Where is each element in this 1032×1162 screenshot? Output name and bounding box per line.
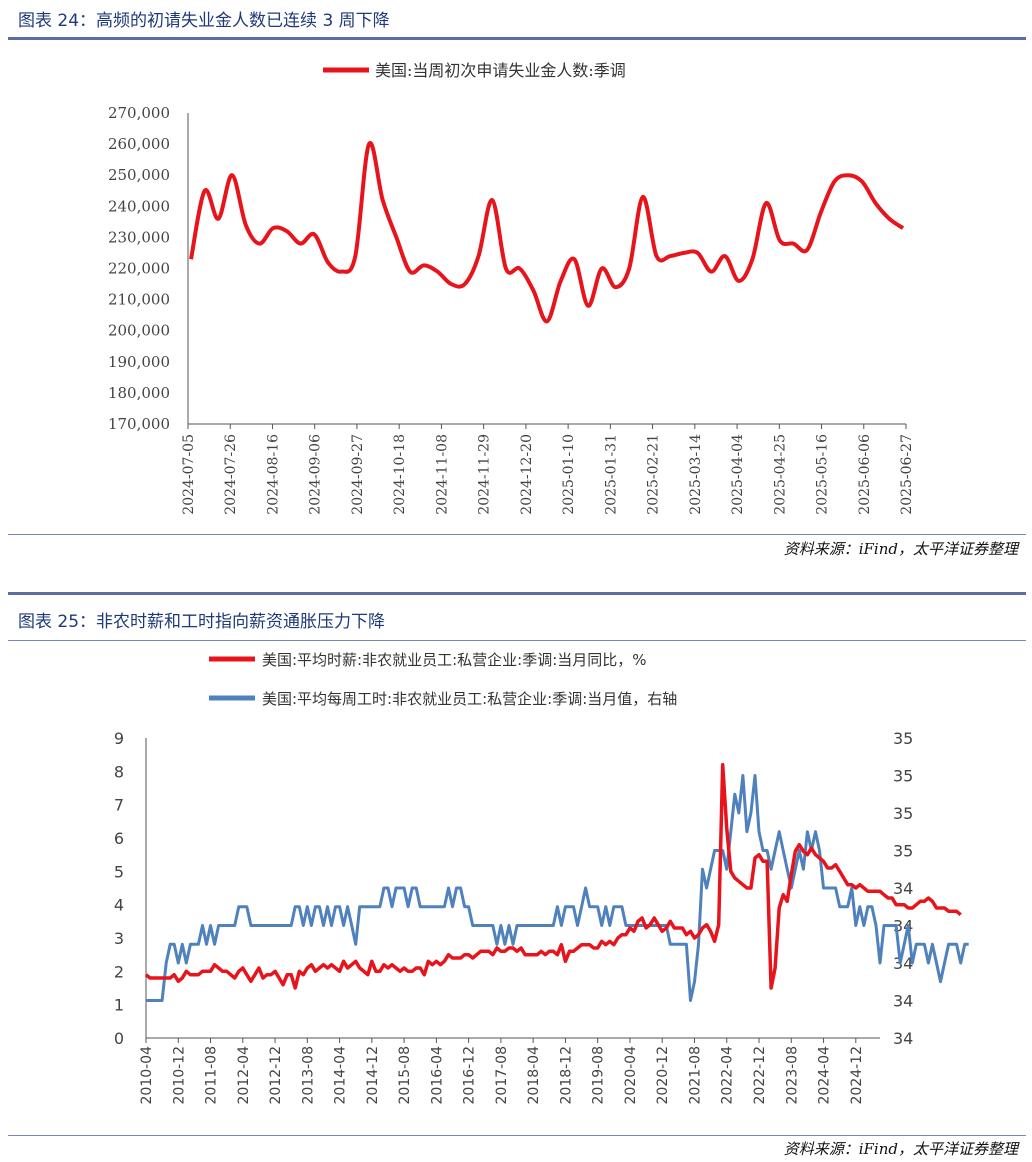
- chart-25-xtick-label: 2020-12: [655, 1046, 671, 1105]
- chart-24-ytick-label: 270,000: [108, 104, 170, 122]
- chart-25-xtick-label: 2015-08: [397, 1046, 413, 1105]
- chart-25-right-ytick-label: 34: [893, 954, 913, 973]
- chart-24-xtick-label: 2024-11-29: [477, 434, 493, 515]
- chart-24-series-line: [189, 141, 905, 324]
- chart-24-xtick-label: 2024-10-18: [392, 434, 408, 515]
- chart-24-ytick-label: 250,000: [108, 166, 170, 184]
- chart-25-left-ytick-label: 6: [114, 829, 124, 848]
- chart-24-ytick-label: 230,000: [108, 228, 170, 246]
- figure-25-bottom-rule: [8, 1135, 1026, 1136]
- figure-24-title: 图表 24：高频的初请失业金人数已连续 3 周下降: [18, 11, 390, 31]
- chart-25-xtick-label: 2012-04: [236, 1046, 252, 1105]
- chart-25: 美国:平均时薪:非农就业员工:私营企业:季调:当月同比，% 美国:平均每周工时:…: [114, 651, 969, 1105]
- chart-25-xtick-label: 2024-04: [817, 1046, 833, 1105]
- chart-25-xtick-label: 2016-04: [429, 1046, 445, 1105]
- chart-25-left-ytick-label: 5: [114, 862, 124, 881]
- chart-24-xtick-label: 2025-01-10: [561, 434, 577, 515]
- chart-25-xtick-label: 2010-12: [171, 1046, 187, 1105]
- chart-25-xtick-label: 2010-04: [139, 1046, 155, 1105]
- chart-24-xtick-label: 2025-06-06: [857, 434, 873, 515]
- chart-24-xtick-label: 2024-08-16: [265, 434, 281, 515]
- chart-25-right-ytick-label: 35: [893, 767, 913, 786]
- figure-24-bottom-rule: [8, 534, 1026, 535]
- chart-24-ytick-label: 240,000: [108, 197, 170, 215]
- chart-24-ytick-label: 200,000: [108, 322, 170, 340]
- chart-24-xtick-label: 2025-05-16: [815, 434, 831, 515]
- chart-25-xtick-label: 2014-04: [333, 1046, 349, 1105]
- chart-25-xtick-label: 2013-08: [300, 1046, 316, 1105]
- chart-25-right-ytick-label: 35: [893, 729, 913, 748]
- chart-25-xtick-label: 2020-04: [623, 1046, 639, 1105]
- figure-25-source: 资料来源：iFind，太平洋证券整理: [783, 1140, 1018, 1158]
- chart-24-xtick-label: 2024-07-26: [223, 434, 239, 515]
- chart-25-xtick-label: 2011-08: [204, 1046, 220, 1105]
- chart-25-left-ytick-label: 8: [114, 762, 124, 781]
- chart-25-left-ytick-label: 3: [114, 929, 124, 948]
- figure-24-top-rule: [8, 37, 1026, 40]
- chart-25-right-ytick-label: 35: [893, 804, 913, 823]
- chart-25-xtick-label: 2019-08: [591, 1046, 607, 1105]
- chart-24-xtick-label: 2025-03-14: [688, 434, 704, 515]
- figure-24-source: 资料来源：iFind，太平洋证券整理: [783, 540, 1018, 558]
- chart-25-xtick-label: 2021-08: [687, 1046, 703, 1105]
- chart-25-left-ytick-label: 1: [114, 996, 124, 1015]
- figure-25-title: 图表 25：非农时薪和工时指向薪资通胀压力下降: [18, 612, 386, 632]
- chart-24-ytick-label: 180,000: [108, 384, 170, 402]
- legend-25-label-wage: 美国:平均时薪:非农就业员工:私营企业:季调:当月同比，%: [262, 651, 647, 669]
- chart-25-xtick-label: 2024-12: [849, 1046, 865, 1105]
- chart-24-xtick-label: 2024-12-20: [519, 434, 535, 515]
- chart-24-xtick-label: 2024-07-05: [181, 434, 197, 515]
- chart-24-xtick-label: 2024-09-27: [350, 434, 366, 515]
- chart-24-ytick-label: 190,000: [108, 353, 170, 371]
- chart-25-xtick-label: 2012-12: [268, 1046, 284, 1105]
- chart-25-right-ytick-label: 35: [893, 842, 913, 861]
- chart-25-left-ytick-label: 9: [114, 729, 124, 748]
- chart-25-right-ytick-label: 34: [893, 1029, 913, 1048]
- chart-24-ytick-label: 220,000: [108, 260, 170, 278]
- legend-24-label: 美国:当周初次申请失业金人数:季调: [375, 61, 626, 80]
- figure-25-top-rule: [8, 592, 1026, 595]
- chart-25-xtick-label: 2023-08: [784, 1046, 800, 1105]
- chart-25-left-ytick-label: 7: [114, 796, 124, 815]
- chart-24: 美国:当周初次申请失业金人数:季调 170,000 180,000 190,000 2…: [108, 61, 915, 515]
- chart-24-ytick-label: 260,000: [108, 135, 170, 153]
- chart-25-xtick-label: 2018-12: [558, 1046, 574, 1105]
- chart-25-xtick-label: 2022-04: [720, 1046, 736, 1105]
- chart-25-left-ytick-label: 2: [114, 962, 124, 981]
- chart-25-wage-line: [144, 762, 962, 990]
- chart-24-xtick-label: 2024-11-08: [434, 434, 450, 515]
- chart-25-left-ytick-label: 4: [114, 896, 124, 915]
- chart-25-xtick-label: 2017-08: [494, 1046, 510, 1105]
- figure-25-title-rule: [8, 640, 1026, 641]
- chart-24-ytick-label: 170,000: [108, 415, 170, 433]
- chart-24-xtick-label: 2025-04-04: [730, 434, 746, 515]
- chart-25-right-ytick-label: 34: [893, 992, 913, 1011]
- chart-24-xtick-label: 2025-04-25: [772, 434, 788, 515]
- chart-25-hours-line: [146, 774, 969, 1002]
- chart-25-xtick-label: 2014-12: [365, 1046, 381, 1105]
- chart-24-xtick-label: 2025-06-27: [899, 434, 915, 515]
- legend-25-label-hours: 美国:平均每周工时:非农就业员工:私营企业:季调:当月值，右轴: [262, 690, 677, 708]
- chart-25-xtick-label: 2016-12: [462, 1046, 478, 1105]
- chart-25-xtick-label: 2022-12: [752, 1046, 768, 1105]
- chart-25-right-ytick-label: 34: [893, 879, 913, 898]
- chart-25-left-ytick-label: 0: [114, 1029, 124, 1048]
- chart-24-xtick-label: 2025-02-21: [646, 434, 662, 515]
- chart-24-xtick-label: 2025-01-31: [603, 434, 619, 515]
- chart-24-ytick-label: 210,000: [108, 291, 170, 309]
- chart-25-xtick-label: 2018-04: [526, 1046, 542, 1105]
- chart-24-xtick-label: 2024-09-06: [308, 434, 324, 515]
